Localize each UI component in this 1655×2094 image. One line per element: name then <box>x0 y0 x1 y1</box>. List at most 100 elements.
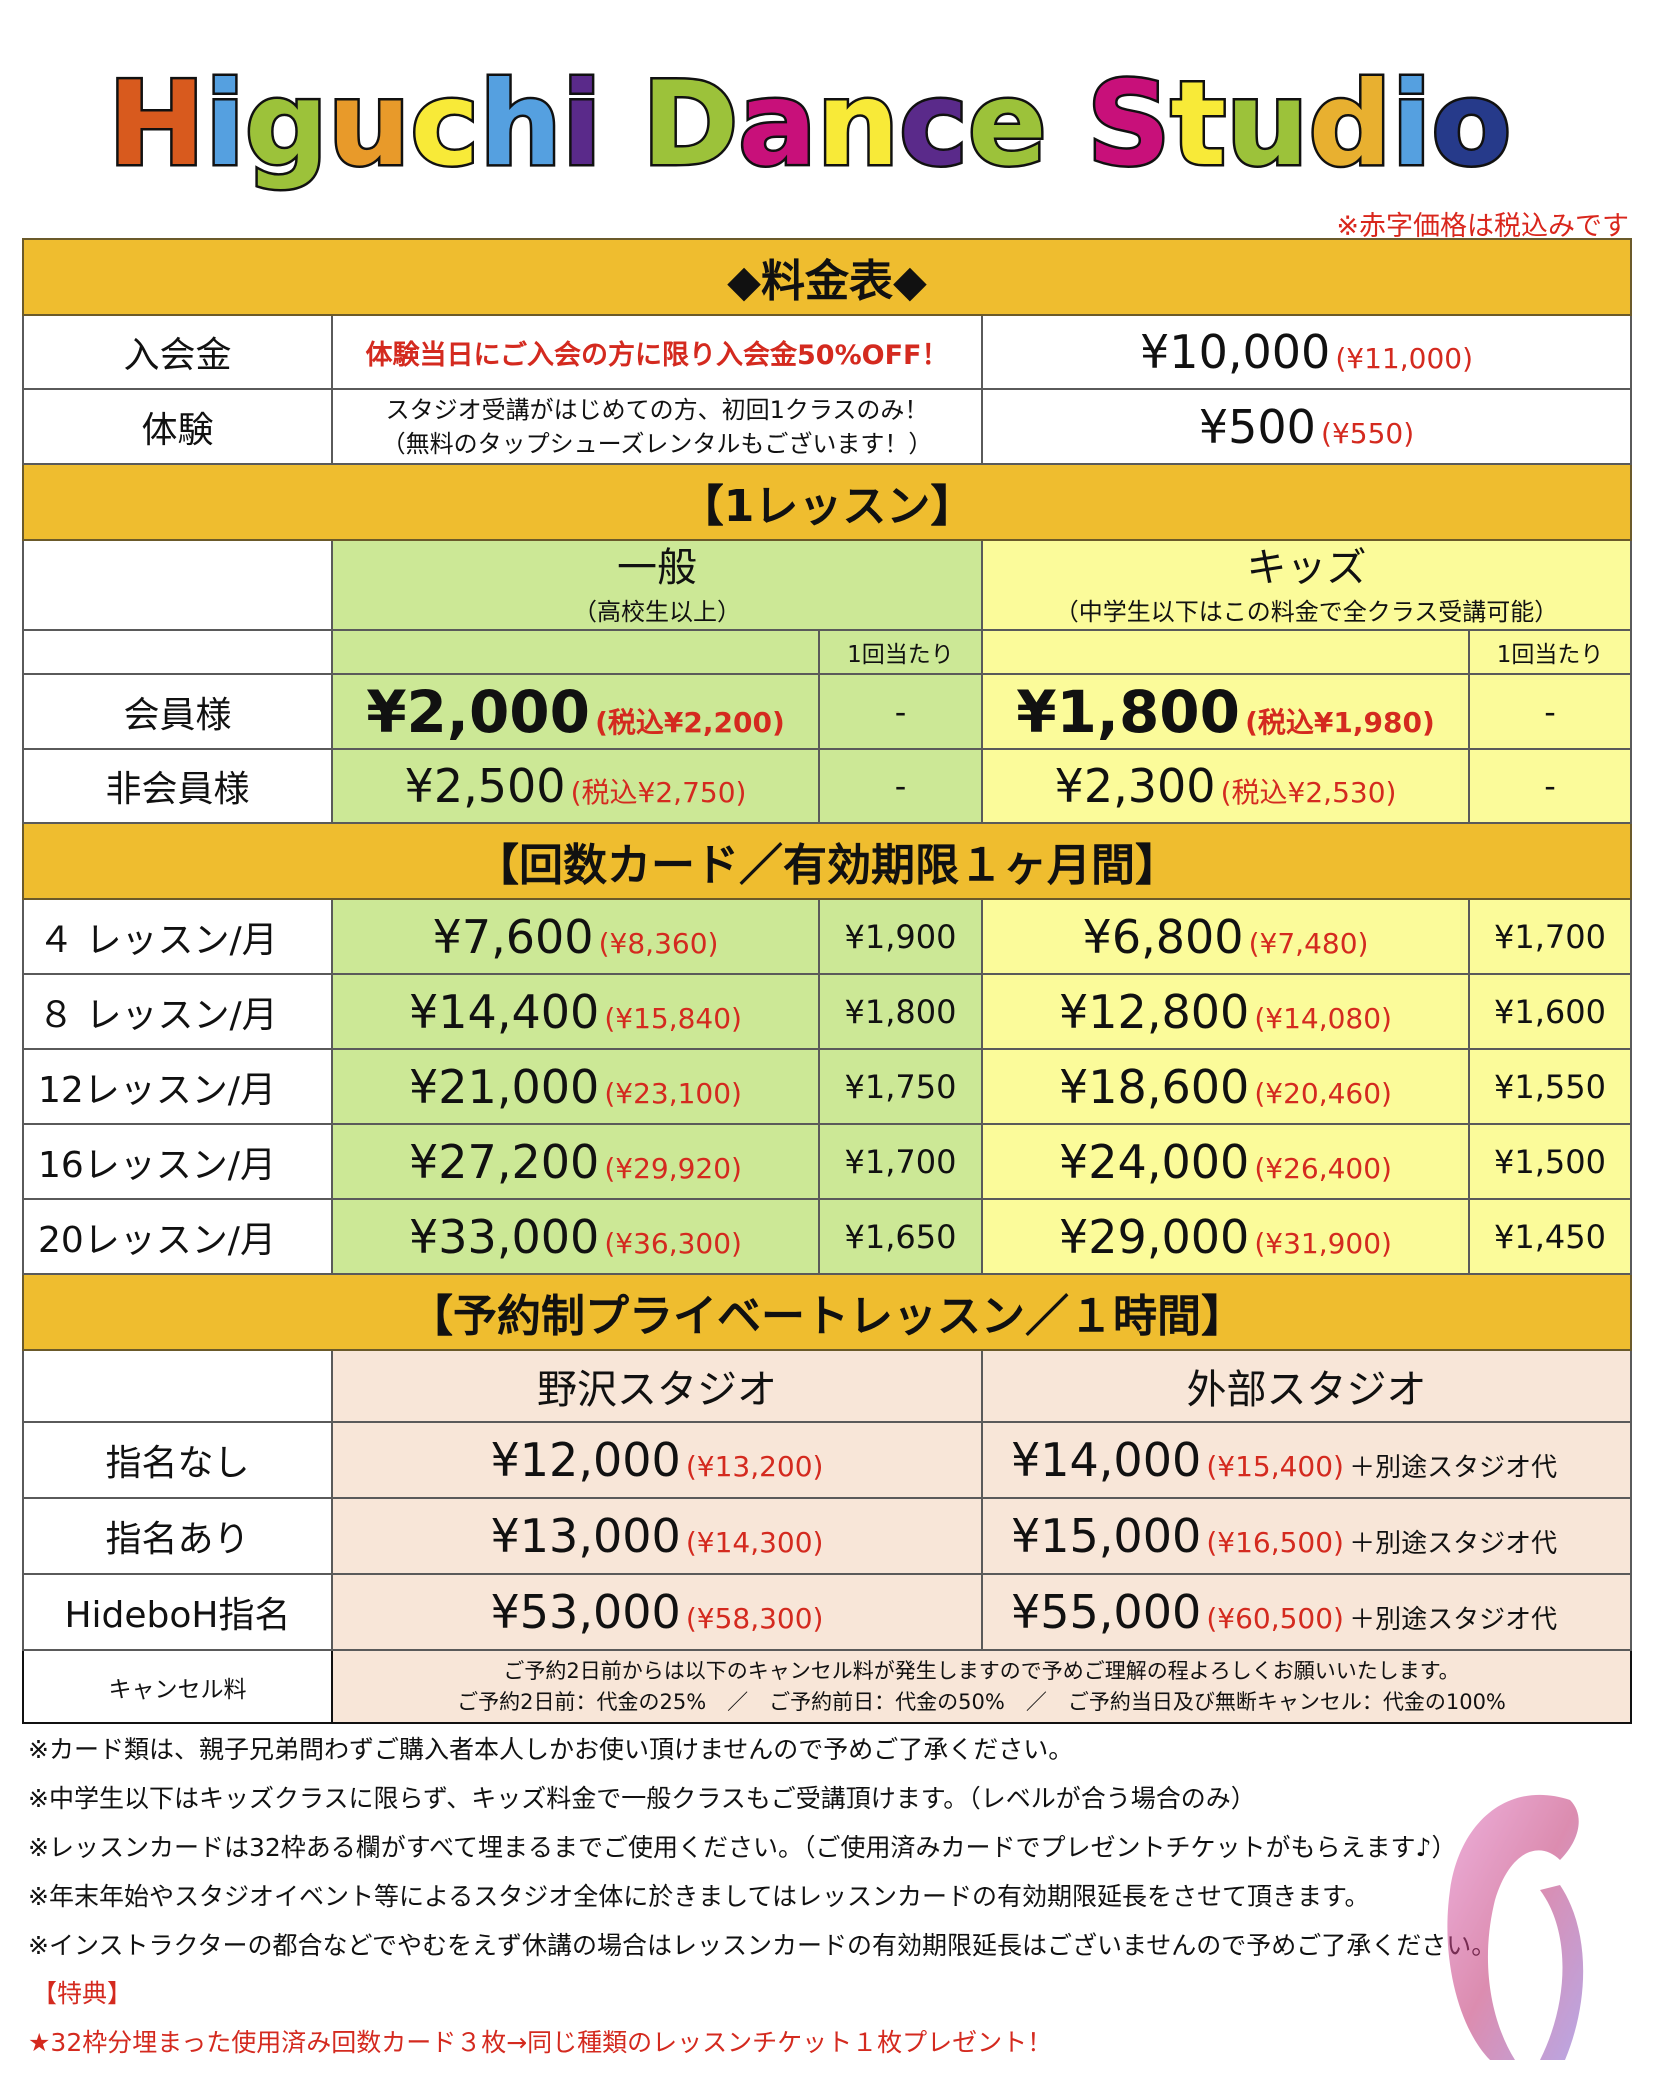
row-label: 20レッスン/月 <box>22 1198 333 1275</box>
per-lesson: - <box>1544 692 1556 731</box>
trial-desc: スタジオ受講がはじめての方、初回1クラスのみ！ <box>385 395 929 424</box>
row-label: ４ レッスン/月 <box>22 898 333 975</box>
note: ※インストラクターの都合などでやむをえず休講の場合はレッスンカードの有効期限延長… <box>28 1931 1497 1960</box>
logo-letter: u <box>1224 55 1312 195</box>
perk-text: ★32枠分埋まった使用済み回数カード３枚→同じ種類のレッスンチケット１枚プレゼン… <box>28 2028 1053 2057</box>
studio-nozawa: 野沢スタジオ <box>331 1349 983 1423</box>
tax-price: (¥11,000) <box>1335 342 1473 375</box>
tax-price: (税込¥1,980) <box>1245 705 1435 739</box>
private-row: 指名あり ¥13,000 (¥14,300) ¥15,000 (¥16,500) ＋… <box>22 1497 1633 1575</box>
per-lesson: ¥1,450 <box>1494 1217 1606 1256</box>
studio-fee-note: ＋別途スタジオ代 <box>1349 1605 1558 1635</box>
logo-watermark <box>1447 1794 1584 2060</box>
per-lesson: ¥1,550 <box>1494 1067 1606 1106</box>
row-label: 入会金 <box>22 314 333 390</box>
perk-title: 【特典】 <box>32 1979 133 2008</box>
cancel-fees: ご予約2日前：代金の25% ／ ご予約前日：代金の50% ／ ご予約当日及び無断… <box>457 1689 1506 1714</box>
cancel-desc: ご予約2日前からは以下のキャンセル料が発生しますので予めご理解の程よろしくお願い… <box>503 1658 1460 1683</box>
row-label: HideboH指名 <box>22 1573 333 1651</box>
row-label: 指名あり <box>22 1497 333 1575</box>
price: ¥7,600 <box>432 909 594 964</box>
single-lesson-row: 会員様 ¥2,000 (税込¥2,200) - ¥1,800 (税込¥1,980) - <box>22 673 1633 750</box>
per-lesson: ¥1,600 <box>1494 992 1606 1031</box>
single-lesson-row: 非会員様 ¥2,500 (税込¥2,750) - ¥2,300 (税込¥2,530) - <box>22 748 1633 824</box>
cancel-row: キャンセル料 ご予約2日前からは以下のキャンセル料が発生しますので予めご理解の程… <box>22 1649 1633 1724</box>
tax-price: (¥36,300) <box>604 1226 742 1260</box>
logo-letter: n <box>814 55 902 195</box>
tax-price: (税込¥2,200) <box>595 705 785 739</box>
logo-letter: d <box>1306 55 1394 195</box>
trial-row: 体験 スタジオ受講がはじめての方、初回1クラスのみ！ （無料のタップシューズレンタ… <box>22 388 1633 465</box>
row-label: 体験 <box>22 388 333 465</box>
category-general: 一般 <box>617 544 697 591</box>
per-lesson: - <box>1544 767 1556 805</box>
price: ¥13,000 <box>490 1509 681 1563</box>
note: ※中学生以下はキッズクラスに限らず、キッズ料金で一般クラスもご受講頂けます。（レ… <box>28 1784 1256 1813</box>
per-lesson-header: 1回当たり <box>818 629 983 675</box>
category-general-sub: （高校生以上） <box>573 597 741 626</box>
note: ※レッスンカードは32枠ある欄がすべて埋まるまでご使用ください。（ご使用済みカー… <box>28 1833 1457 1862</box>
card-row: ８ レッスン/月 ¥14,400 (¥15,840) ¥1,800 ¥12,800 (… <box>22 973 1633 1050</box>
price: ¥2,500 <box>404 759 566 813</box>
per-lesson: ¥1,700 <box>1494 917 1606 956</box>
price: ¥21,000 <box>409 1059 600 1114</box>
per-lesson: - <box>894 692 907 731</box>
price-table: ◆料金表◆ 入会金 体験当日にご入会の方に限り入会金50%OFF！ ¥10,00… <box>21 238 1633 1724</box>
tax-price: (¥58,300) <box>685 1602 824 1635</box>
per-lesson: - <box>894 767 907 805</box>
tax-price: (¥60,500) <box>1206 1602 1344 1635</box>
tax-price: (税込¥2,530) <box>1220 776 1397 809</box>
tax-price: (¥550) <box>1321 416 1415 450</box>
price: ¥33,000 <box>409 1209 600 1264</box>
logo-letter: e <box>965 55 1049 195</box>
tax-price: (¥16,500) <box>1206 1526 1344 1559</box>
price: ¥2,300 <box>1054 759 1216 813</box>
studio-fee-note: ＋別途スタジオ代 <box>1349 1453 1558 1483</box>
logo-letter: g <box>242 55 330 195</box>
per-lesson: ¥1,900 <box>844 917 957 956</box>
tax-price: (¥31,900) <box>1254 1226 1392 1260</box>
category-kids-sub: （中学生以下はこの料金で全クラス受講可能） <box>1054 597 1559 626</box>
tax-price: (¥14,300) <box>685 1526 824 1559</box>
admission-row: 入会金 体験当日にご入会の方に限り入会金50%OFF！ ¥10,000 (¥11… <box>22 314 1633 390</box>
price: ¥18,600 <box>1059 1059 1250 1114</box>
studio-external: 外部スタジオ <box>980 1349 1633 1423</box>
admission-promo: 体験当日にご入会の方に限り入会金50%OFF！ <box>331 314 983 390</box>
card-row: ４ レッスン/月 ¥7,600 (¥8,360) ¥1,900 ¥6,800 (¥7,… <box>22 898 1633 975</box>
tax-price: (¥15,400) <box>1206 1450 1344 1483</box>
price: ¥14,400 <box>409 984 600 1039</box>
tax-price: (¥29,920) <box>604 1151 742 1185</box>
logo-letter: c <box>897 55 971 195</box>
row-label: 非会員様 <box>22 748 333 824</box>
section-title-cards: 【回数カード／有効期限１ヶ月間】 <box>21 822 1633 900</box>
per-lesson: ¥1,750 <box>844 1067 957 1106</box>
logo-letter: i <box>1389 55 1434 195</box>
tax-price: (¥7,480) <box>1248 926 1369 960</box>
logo-letter: S <box>1085 55 1174 195</box>
logo-letter: D <box>640 55 741 195</box>
price: ¥12,000 <box>490 1433 681 1487</box>
per-lesson: ¥1,700 <box>844 1142 957 1181</box>
row-label: 16レッスン/月 <box>22 1123 333 1200</box>
per-lesson: ¥1,800 <box>844 992 957 1031</box>
card-row: 12レッスン/月 ¥21,000 (¥23,100) ¥1,750 ¥18,600 (… <box>22 1048 1633 1125</box>
logo-letter: h <box>477 55 565 195</box>
note: ※年末年始やスタジオイベント等によるスタジオ全体に於きましてはレッスンカードの有… <box>28 1882 1370 1911</box>
tax-note: ※赤字価格は税込みです <box>1336 211 1629 242</box>
logo-letter: a <box>736 55 819 195</box>
studio-logo: Higuchi Dance Studio <box>105 40 1638 210</box>
price: ¥27,200 <box>409 1134 600 1189</box>
logo-letter: t <box>1168 55 1228 195</box>
logo-letter: i <box>559 55 604 195</box>
price: ¥12,800 <box>1059 984 1250 1039</box>
category-kids: キッズ <box>1246 544 1367 591</box>
tax-price: (¥14,080) <box>1254 1001 1392 1035</box>
logo-letter: o <box>1429 55 1514 195</box>
logo-letter: u <box>325 55 413 195</box>
row-label: キャンセル料 <box>22 1649 333 1724</box>
section-title-private: 【予約制プライベートレッスン／１時間】 <box>21 1273 1633 1351</box>
per-lesson-header: 1回当たり <box>1467 629 1633 675</box>
studio-fee-note: ＋別途スタジオ代 <box>1349 1529 1558 1559</box>
card-row: 20レッスン/月 ¥33,000 (¥36,300) ¥1,650 ¥29,000 (… <box>22 1198 1633 1275</box>
tax-price: (¥20,460) <box>1254 1076 1392 1110</box>
